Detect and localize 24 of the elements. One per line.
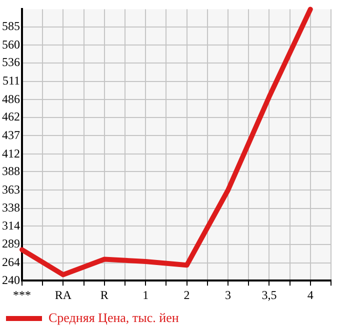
y-tick-label: 486 [2,92,20,106]
y-tick-label: 289 [2,236,20,251]
y-tick-label: 560 [2,37,20,52]
y-tick-label: 437 [2,128,20,142]
y-tick-label: 264 [2,255,20,270]
y-tick-label: 240 [2,272,20,287]
x-tick-label: 3,5 [262,288,277,302]
y-tick-label: 536 [2,55,20,70]
x-tick-label: 1 [142,288,149,302]
x-tick-label: 4 [307,288,314,302]
y-tick-label: 412 [2,146,20,160]
y-tick-label: 314 [2,218,20,232]
x-tick-label: 3 [225,288,231,302]
y-tick-label: 511 [2,73,20,88]
y-tick-label: 338 [2,200,20,215]
x-tick-label: 2 [184,288,190,302]
x-tick-label: RA [54,288,72,302]
x-tick-label: *** [13,288,31,302]
y-tick-label: 363 [2,182,20,196]
x-tick-label: R [100,288,108,302]
y-tick-label: 585 [2,19,20,34]
legend-label: Средняя Цена, тыс. йен [48,310,179,325]
y-tick-label: 388 [2,164,20,178]
y-tick-label: 462 [2,109,20,124]
